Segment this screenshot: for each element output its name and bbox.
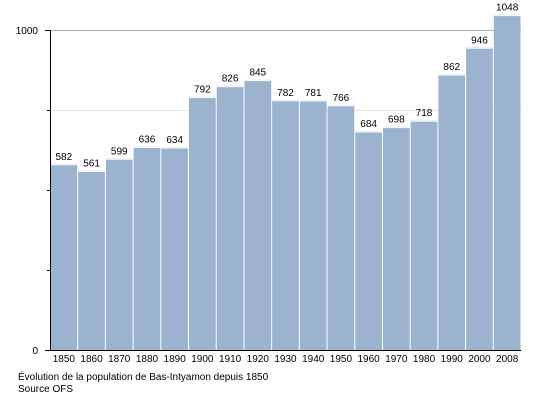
bar-1960	[355, 131, 382, 350]
value-label-2000: 946	[471, 35, 488, 46]
value-label-1980: 718	[416, 108, 433, 119]
value-label-1910: 826	[222, 74, 239, 85]
bar-highlight-1850	[50, 163, 78, 166]
bar-1890	[161, 147, 189, 350]
bar-highlight-1990	[438, 74, 466, 76]
bar-1950	[327, 104, 355, 350]
value-label-1990: 862	[443, 62, 460, 73]
value-label-2008: 1048	[496, 3, 519, 14]
value-label-1850: 582	[56, 152, 73, 163]
bar-1850	[50, 163, 78, 350]
value-label-1950: 766	[333, 93, 350, 104]
value-label-1960: 684	[360, 119, 377, 130]
value-label-1890: 634	[166, 135, 183, 146]
bar-2000	[466, 47, 493, 350]
bar-highlight-1970	[382, 126, 410, 129]
bar-1940	[299, 100, 327, 350]
value-label-1880: 636	[139, 134, 156, 145]
axes	[45, 30, 521, 351]
bar-1990	[438, 74, 466, 350]
x-tick-1880: 1880	[136, 354, 159, 365]
y-tick-label-0: 0	[32, 346, 38, 357]
bar-1920	[244, 79, 272, 350]
x-tick-1960: 1960	[357, 354, 380, 365]
bar-highlight-1950	[327, 104, 355, 107]
x-tick-1910: 1910	[219, 354, 242, 365]
x-tick-1870: 1870	[108, 354, 131, 365]
chart-source: Source OFS	[18, 384, 74, 395]
bar-1900	[189, 96, 216, 350]
bar-1970	[382, 126, 410, 350]
value-label-1940: 781	[305, 88, 322, 99]
x-tick-1930: 1930	[274, 354, 297, 365]
bar-highlight-1870	[105, 158, 133, 160]
bar-highlight-1920	[244, 79, 272, 82]
bar-highlight-1860	[78, 170, 105, 172]
bar-highlight-1900	[189, 96, 216, 99]
bar-highlight-2008	[493, 14, 521, 17]
bar-highlight-1940	[299, 100, 327, 102]
x-tick-1860: 1860	[80, 354, 103, 365]
bar-1910	[216, 85, 244, 351]
x-tick-1990: 1990	[441, 354, 464, 365]
value-label-1860: 561	[83, 158, 100, 169]
x-tick-1890: 1890	[164, 354, 187, 365]
bar-highlight-1960	[355, 131, 382, 133]
chart-caption: Évolution de la population de Bas-Intyam…	[18, 372, 269, 383]
y-tick-labels: 0 1000	[16, 26, 39, 357]
value-label-1930: 782	[277, 88, 294, 99]
value-labels: 582 561 599 636 634 792 826 845 782 781 766 684 698 7…	[56, 3, 519, 170]
bar-1880	[133, 146, 161, 350]
bar-highlight-1890	[161, 147, 189, 149]
bar-1870	[105, 158, 133, 350]
bar-highlight-2000	[466, 47, 493, 49]
bar-highlight-1880	[133, 146, 161, 148]
x-tick-1980: 1980	[413, 354, 436, 365]
x-tick-2000: 2000	[468, 354, 491, 365]
bar-2008	[493, 14, 521, 350]
x-tick-1920: 1920	[247, 354, 270, 365]
x-tick-2008: 2008	[496, 354, 519, 365]
bar-highlight-1910	[216, 85, 244, 88]
bar-1860	[78, 170, 105, 350]
bars	[50, 14, 521, 351]
x-tick-1900: 1900	[191, 354, 214, 365]
x-tick-1970: 1970	[385, 354, 408, 365]
x-tick-1940: 1940	[302, 354, 325, 365]
x-tick-labels: 1850 1860 1870 1880 1890 1900 1910 1920 1930 1940…	[53, 354, 519, 365]
bar-1930	[272, 99, 299, 350]
bar-highlight-1930	[272, 99, 299, 102]
x-tick-1950: 1950	[330, 354, 353, 365]
value-label-1900: 792	[194, 85, 211, 96]
bar-highlight-1980	[410, 120, 438, 122]
value-label-1920: 845	[249, 68, 266, 79]
value-label-1970: 698	[388, 115, 405, 126]
bar-1980	[410, 120, 438, 351]
y-tick-label-1000: 1000	[16, 26, 39, 37]
x-tick-1850: 1850	[53, 354, 76, 365]
value-label-1870: 599	[111, 146, 128, 157]
